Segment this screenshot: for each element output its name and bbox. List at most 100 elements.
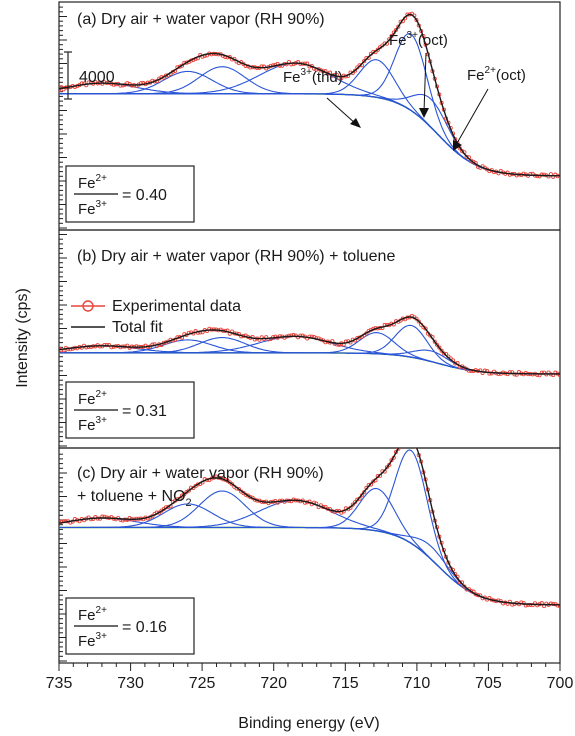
annotation-fe3-oct-label: (oct) (418, 32, 448, 49)
panel-c-data-point (384, 465, 389, 470)
panel-b-background-line (59, 352, 560, 375)
annotation-fe2-oct: Fe2+(oct) (453, 65, 526, 151)
panel-b-ratio-num-base: Fe (78, 391, 96, 408)
annotation-fe3-oct: Fe3+(oct) (389, 30, 448, 118)
panel-c-data-point (248, 495, 253, 500)
panel-b-data-point (437, 345, 442, 350)
panel-c-ratio-num-base: Fe (78, 607, 96, 624)
panel-c-title2-base: + toluene + NO (77, 488, 186, 505)
panel-c-component-3 (59, 490, 560, 606)
panel-c-data-point (413, 442, 416, 445)
panel-a-ratio-den-base: Fe (78, 201, 96, 218)
panel-a-ratio-numerator: Fe2+ (78, 173, 107, 192)
panel-a-data-point (414, 18, 419, 23)
panel-a-data-point (362, 59, 367, 64)
panel-a-ratio-num-base: Fe (78, 175, 96, 192)
panel-c-component-7 (59, 526, 560, 606)
panel-c-data-point (166, 504, 171, 509)
panel-c-ratio-value: = 0.16 (122, 619, 167, 636)
panel-a-data-point (396, 24, 401, 29)
panel-a-title: (a) Dry air + water vapor (RH 90%) (77, 11, 325, 28)
annotation-fe3-thd: Fe3+(thd) (283, 67, 361, 128)
panel-a: (a) Dry air + water vapor (RH 90%) 4000 … (58, 1, 561, 231)
panel-b-curves (59, 313, 560, 378)
annotation-fe3-oct-arrow (423, 52, 427, 113)
panel-a-component-7 (59, 93, 560, 177)
panel-c-data-point (371, 479, 376, 484)
legend-experimental-label: Experimental data (112, 298, 241, 315)
panel-c-ticks (59, 453, 67, 662)
panel-b-ratio-den-base: Fe (78, 417, 96, 434)
annotation-fe2-oct-arrow (455, 88, 489, 146)
panel-a-ticks (59, 6, 67, 229)
annotation-fe3-oct-text: Fe3+(oct) (389, 30, 448, 49)
x-axis: 735 730 725 720 715 710 705 700 (46, 663, 573, 692)
panel-a-background-line (59, 93, 560, 177)
panel-c-data-point (401, 440, 404, 443)
annotation-fe2-oct-sup: 2+ (485, 65, 497, 76)
annotation-fe3-thd-label: (thd) (312, 69, 343, 86)
panel-a-data-point (184, 60, 189, 65)
panel-b-ticks (59, 234, 67, 447)
panel-c-background-line (59, 526, 560, 606)
scale-bar-label: 4000 (79, 69, 115, 86)
panel-a-total-fit-line (59, 13, 560, 177)
panel-a-data-point (546, 174, 551, 179)
panel-b-ratio-numerator: Fe2+ (78, 389, 107, 408)
panel-a-ratio-den-sup: 3+ (96, 199, 108, 210)
x-axis-label: Binding energy (eV) (238, 715, 379, 732)
panel-a-component-3 (59, 66, 560, 177)
annotation-fe3-oct-base: Fe (389, 32, 407, 49)
panel-b-data-point (557, 373, 560, 378)
x-tick-label: 730 (117, 675, 144, 692)
annotation-fe2-oct-base: Fe (467, 67, 485, 84)
panel-c-component-5 (59, 487, 560, 606)
panel-b-data-point (434, 342, 440, 347)
x-tick-label: 705 (475, 675, 502, 692)
panel-c-ratio-denominator: Fe3+ (78, 631, 107, 650)
panel-b-data-point (277, 334, 282, 339)
panel-c-frame (58, 447, 561, 664)
panel-b-ratio-box (65, 381, 195, 439)
panel-c-data-point (404, 437, 407, 440)
panel-c-data-point (186, 488, 191, 493)
panel-b-title: (b) Dry air + water vapor (RH 90%) + tol… (77, 248, 395, 265)
panel-b-ratio-value: = 0.31 (122, 403, 167, 420)
panel-b-component-7 (59, 349, 560, 375)
panel-a-ratio-denominator: Fe3+ (78, 199, 107, 218)
annotation-fe2-oct-label: (oct) (496, 67, 526, 84)
annotation-fe3-oct-arrowhead (419, 108, 429, 118)
annotation-fe3-oct-sup: 3+ (407, 30, 419, 41)
panel-b-data-point (298, 333, 303, 338)
panel-b-data-point (289, 333, 294, 338)
panel-c-ratio-numerator: Fe2+ (78, 605, 107, 624)
annotation-fe3-thd-sup: 3+ (301, 67, 313, 78)
panel-b-data-point (102, 342, 107, 348)
panel-c-data-point (350, 502, 355, 507)
panel-b-data-point (439, 348, 444, 353)
panel-c-data-point (408, 434, 411, 437)
panel-c-component-1 (59, 517, 560, 606)
x-tick-label: 725 (189, 675, 216, 692)
panel-a-data-point (375, 47, 380, 52)
x-tick-label: 715 (332, 675, 359, 692)
scale-bar: 4000 (64, 51, 115, 100)
annotation-fe2-oct-arrowhead (453, 140, 462, 151)
legend-total-fit-label: Total fit (112, 319, 163, 336)
panel-b-data-point (59, 346, 62, 351)
panel-c-data-point (406, 436, 409, 439)
x-tick-label: 710 (404, 675, 431, 692)
panel-c-ratio-den-sup: 3+ (96, 631, 108, 642)
panel-b-ratio: Fe2+ Fe3+ = 0.31 (65, 381, 195, 439)
panel-b-component-3 (59, 337, 560, 375)
panel-a-curves (59, 11, 560, 179)
panel-a-data-point (163, 73, 169, 78)
annotation-fe2-oct-text: Fe2+(oct) (467, 65, 526, 84)
panel-b-data-point (432, 339, 437, 344)
panel-c-title: (c) Dry air + water vapor (RH 90%) (77, 465, 324, 482)
panel-a-component-1 (59, 82, 560, 177)
panel-c-data-point (175, 497, 180, 502)
panel-b-component-4 (59, 335, 560, 375)
panel-c-component-4 (59, 499, 560, 606)
